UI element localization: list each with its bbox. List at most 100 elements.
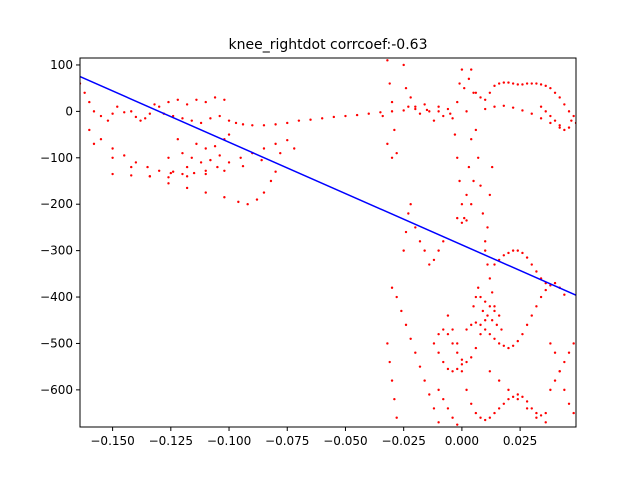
scatter-point [465,328,468,331]
scatter-point [502,81,506,84]
scatter-point [544,84,547,88]
scatter-point [123,111,126,114]
scatter-point [239,156,242,159]
scatter-point [516,393,519,396]
scatter-point [490,165,494,169]
scatter-point [521,332,524,336]
x-tick-label: 0.000 [445,434,479,448]
scatter-point [437,332,440,336]
scatter-point [204,169,207,172]
scatter-point [497,342,501,345]
scatter-point [567,402,571,405]
scatter-point [456,351,459,354]
scatter-point [544,411,547,415]
scatter-point [488,91,492,95]
y-tick-label: −600 [40,383,73,397]
scatter-point [516,339,519,343]
scatter-point [223,196,226,199]
scatter-point [418,240,422,243]
scatter-point [479,184,482,187]
scatter-point [530,314,533,317]
scatter-point [428,393,431,396]
scatter-point [404,86,408,90]
scatter-point [449,112,452,115]
scatter-point [502,344,506,347]
scatter-point [432,258,436,262]
scatter-point [507,81,510,84]
scatter-point [199,161,203,164]
scatter-point [262,191,266,194]
scatter-point [227,119,231,122]
y-axis: 100 0 −100 −200 −300 −400 −500 −600 [40,58,80,397]
scatter-point [479,323,482,327]
scatter-point [423,379,426,382]
scatter-point [458,179,461,183]
scatter-point [558,370,561,373]
scatter-point [199,121,203,125]
scatter-point [474,411,478,415]
scatter-point [451,342,454,345]
scatter-point [130,110,133,113]
scatter-point [130,165,133,169]
x-tick-label: −0.050 [323,434,367,448]
scatter-point [456,156,459,159]
scatter-point [470,402,473,405]
scatter-point [451,117,454,120]
scatter-point [525,82,529,85]
scatter-point [511,344,515,347]
scatter-point [432,407,436,410]
scatter-point [92,142,96,146]
scatter-point [530,112,533,115]
scatter-point [414,351,417,354]
plot-frame [79,57,577,428]
scatter-point [446,407,450,410]
scatter-point [493,305,496,308]
scatter-point [470,138,473,141]
scatter-point [428,110,431,113]
scatter-point [549,86,552,90]
scatter-point [474,295,478,299]
scatter-point [470,356,473,359]
scatter-point [111,112,114,115]
scatter-point [472,305,475,308]
scatter-point [262,147,266,150]
scatter-point [241,123,245,126]
scatter-point [123,154,126,157]
scatter-point [309,118,312,121]
scatter-point [465,110,468,113]
scatter-point [390,100,394,104]
scatter-point [465,219,468,222]
scatter-point [479,96,482,99]
scatter-point [493,105,496,108]
fit-line [80,75,576,296]
scatter-point [465,388,468,392]
scatter-point [176,98,180,101]
scatter-point [483,300,487,303]
scatter-point [493,309,496,313]
scatter-point [539,105,543,108]
scatter-point [483,98,487,101]
scatter-point [490,291,494,294]
scatter-point [544,288,547,292]
scatter-point [111,156,114,159]
scatter-point [241,164,245,168]
scatter-point [407,212,410,215]
scatter-point [297,119,301,122]
scatter-point [139,119,142,122]
scatter-point [262,124,266,127]
scatter-point [497,379,501,382]
scatter-point [549,114,552,118]
scatter-point [227,133,231,136]
scatter-point [390,156,394,159]
scatter-point [432,342,436,345]
scatter-point [446,314,450,317]
scatter-point [521,83,524,86]
scatter-point [148,175,152,178]
scatter-point [442,328,445,331]
scatter-point [146,165,149,169]
scatter-point [148,112,152,115]
scatter-point [558,126,561,129]
scatter-point [388,360,391,364]
scatter-point [111,172,114,176]
